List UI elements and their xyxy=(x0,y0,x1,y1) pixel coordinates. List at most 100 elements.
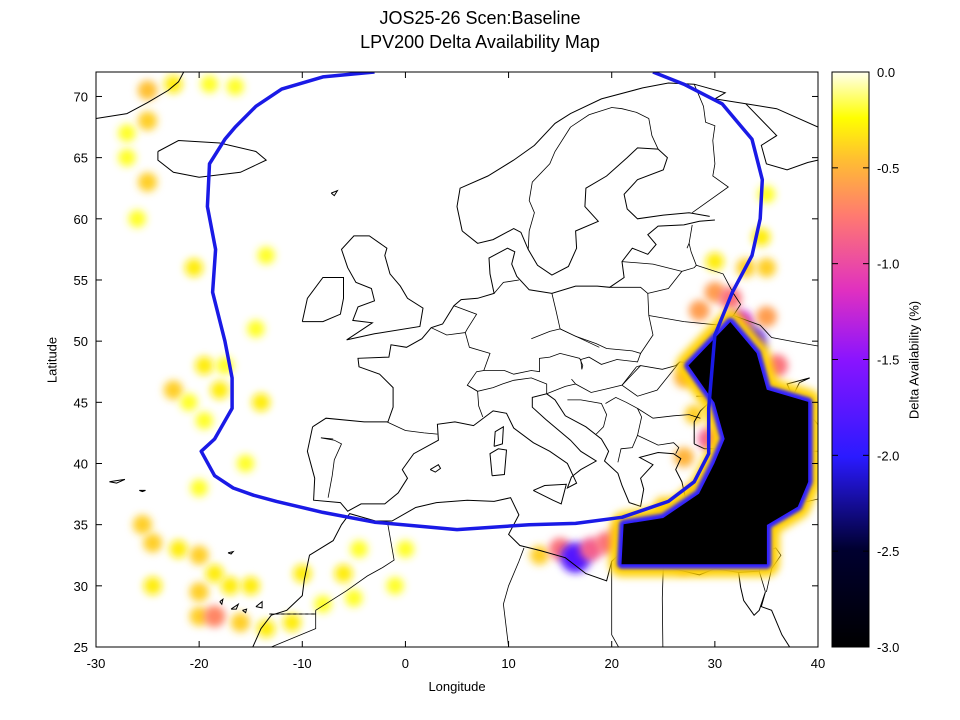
coastline xyxy=(489,448,508,477)
coastline xyxy=(533,483,567,505)
country-border xyxy=(567,399,608,435)
y-tick-label: 35 xyxy=(74,518,88,533)
degradation-spot xyxy=(386,577,404,595)
x-tick-label: 10 xyxy=(501,656,515,671)
coastline xyxy=(227,550,235,555)
country-border xyxy=(686,224,693,249)
coastline xyxy=(301,277,344,323)
x-tick-label: -20 xyxy=(190,656,209,671)
coastline xyxy=(242,608,248,614)
country-border xyxy=(320,437,343,498)
degradation-spot xyxy=(705,252,725,271)
degradation-spot xyxy=(189,582,209,602)
country-border xyxy=(271,610,317,647)
degradation-spot xyxy=(756,306,777,328)
x-axis-ticks: -30 -20 -10 0 10 20 30 40 xyxy=(87,72,825,671)
coastline xyxy=(429,464,442,473)
colorbar-tick-label: -3.0 xyxy=(877,640,899,655)
coastline xyxy=(312,219,715,428)
colorbar-tick-label: -1.0 xyxy=(877,257,899,272)
colorbar-tick-label: -2.5 xyxy=(877,544,899,559)
country-border xyxy=(527,107,659,250)
coastline xyxy=(330,189,339,197)
degradation-spot xyxy=(163,380,183,400)
degradation-spot xyxy=(200,75,219,94)
degradation-spot xyxy=(164,75,183,94)
degradation-spot xyxy=(184,258,204,277)
y-tick-label: 65 xyxy=(74,151,88,166)
country-border xyxy=(531,328,600,348)
country-border xyxy=(431,327,491,418)
degradation-spot xyxy=(132,515,153,535)
country-border xyxy=(733,315,818,347)
y-tick-label: 50 xyxy=(74,334,88,349)
degradation-spot xyxy=(195,356,214,375)
coastline xyxy=(139,489,146,493)
colorbar-tick-label: -1.5 xyxy=(877,353,899,368)
coastline xyxy=(493,425,504,447)
degradation-spot xyxy=(684,404,704,425)
x-tick-label: 0 xyxy=(402,656,409,671)
coastline xyxy=(461,147,710,276)
degradation-spot xyxy=(190,479,208,497)
y-axis-label: Latitude xyxy=(44,336,60,384)
coastline xyxy=(109,478,126,484)
coastline xyxy=(219,598,224,606)
degradation-spot xyxy=(143,533,163,553)
degradation-spot xyxy=(251,393,271,412)
country-border xyxy=(453,305,478,333)
y-axis-ticks: 25 30 35 40 45 50 55 60 65 70 xyxy=(74,89,818,655)
coastline xyxy=(340,235,424,341)
coastline xyxy=(738,572,791,647)
country-border xyxy=(611,561,620,647)
degradation-spot xyxy=(118,148,136,167)
country-border xyxy=(637,408,701,419)
country-border xyxy=(637,435,680,454)
country-border xyxy=(605,396,643,463)
degradation-spot xyxy=(282,613,302,632)
country-border xyxy=(661,566,664,647)
degradation-spot xyxy=(396,540,415,558)
degradation-spot xyxy=(205,564,224,583)
colorbar xyxy=(831,71,870,648)
coastline xyxy=(745,103,818,171)
country-border xyxy=(546,383,576,395)
y-tick-label: 25 xyxy=(74,640,88,655)
y-tick-label: 55 xyxy=(74,273,88,288)
country-border xyxy=(817,448,818,449)
degradation-spot xyxy=(189,606,209,627)
country-border xyxy=(647,243,697,294)
coastline xyxy=(157,139,268,178)
country-border xyxy=(648,264,742,326)
degradation-spot xyxy=(345,589,363,607)
degradation-spot xyxy=(230,612,250,633)
degradation-spot xyxy=(236,454,255,473)
colorbar-tick-label: -0.5 xyxy=(877,161,899,176)
country-border xyxy=(551,286,654,354)
colorbar-label: Delta Availability (%) xyxy=(906,300,922,420)
coastline xyxy=(230,602,240,610)
degradation-spot xyxy=(137,172,158,192)
coastline xyxy=(252,393,779,647)
degradation-spot xyxy=(137,80,158,101)
severe-region-core xyxy=(621,322,809,565)
degradation-spot xyxy=(169,539,188,559)
degradation-spot xyxy=(529,545,550,565)
service-area-boundary xyxy=(199,72,765,532)
country-border xyxy=(315,524,395,611)
degradation-spot xyxy=(293,564,312,583)
degradation-spot xyxy=(350,540,368,558)
degradation-spot xyxy=(137,111,158,131)
x-axis-label: Longitude xyxy=(428,679,486,694)
degradation-spot xyxy=(257,246,275,265)
country-border xyxy=(621,261,682,272)
degradation-spot xyxy=(314,595,332,613)
chart-title-line2: LPV200 Delta Availability Map xyxy=(360,32,600,52)
country-border xyxy=(483,352,584,375)
country-border xyxy=(691,84,729,214)
country-border xyxy=(580,353,641,370)
country-border xyxy=(467,377,548,394)
degradation-spot xyxy=(118,124,136,142)
degradation-spot xyxy=(210,380,229,400)
country-border xyxy=(571,365,641,393)
